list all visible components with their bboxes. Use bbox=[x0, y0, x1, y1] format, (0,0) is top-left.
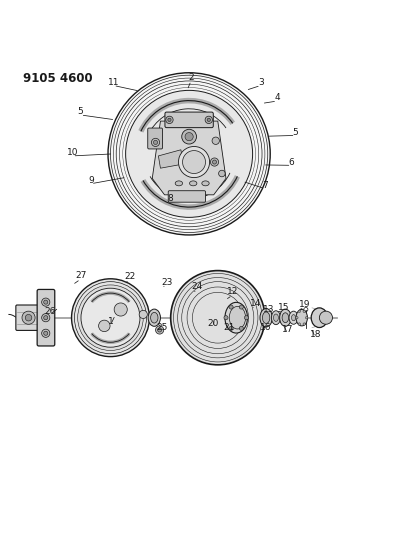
Circle shape bbox=[298, 323, 300, 325]
Circle shape bbox=[182, 151, 206, 174]
Circle shape bbox=[42, 329, 50, 337]
Circle shape bbox=[81, 288, 140, 347]
Circle shape bbox=[42, 313, 50, 322]
Circle shape bbox=[212, 137, 219, 144]
Ellipse shape bbox=[296, 310, 307, 326]
Text: 6: 6 bbox=[289, 158, 294, 166]
Text: 3: 3 bbox=[258, 78, 264, 87]
Ellipse shape bbox=[260, 309, 272, 327]
Circle shape bbox=[155, 326, 164, 334]
Circle shape bbox=[108, 72, 270, 235]
Circle shape bbox=[212, 160, 217, 164]
Text: 27: 27 bbox=[75, 271, 86, 280]
Text: 21: 21 bbox=[224, 322, 235, 332]
Text: 23: 23 bbox=[161, 278, 172, 287]
Ellipse shape bbox=[311, 308, 328, 328]
Circle shape bbox=[99, 320, 110, 332]
Circle shape bbox=[229, 305, 233, 309]
Text: 16: 16 bbox=[261, 322, 272, 332]
Circle shape bbox=[178, 147, 210, 177]
Circle shape bbox=[151, 138, 159, 147]
Ellipse shape bbox=[271, 311, 280, 325]
Text: 14: 14 bbox=[250, 299, 261, 308]
Ellipse shape bbox=[148, 309, 160, 326]
Circle shape bbox=[114, 303, 127, 316]
Ellipse shape bbox=[202, 181, 209, 186]
Circle shape bbox=[245, 316, 249, 320]
Text: 4: 4 bbox=[275, 93, 280, 102]
Ellipse shape bbox=[282, 313, 289, 322]
Circle shape bbox=[224, 316, 228, 320]
Ellipse shape bbox=[273, 314, 278, 321]
Circle shape bbox=[153, 140, 157, 144]
Text: 15: 15 bbox=[277, 303, 289, 312]
FancyBboxPatch shape bbox=[168, 191, 206, 202]
Circle shape bbox=[296, 317, 298, 319]
Circle shape bbox=[25, 314, 32, 321]
Text: 7: 7 bbox=[262, 181, 268, 190]
Text: 26: 26 bbox=[44, 307, 55, 316]
Text: 13: 13 bbox=[263, 305, 275, 314]
Text: 20: 20 bbox=[207, 319, 219, 328]
Text: 5: 5 bbox=[293, 127, 298, 136]
Circle shape bbox=[219, 170, 225, 177]
Circle shape bbox=[319, 311, 332, 324]
Text: 9105 4600: 9105 4600 bbox=[23, 72, 93, 85]
Circle shape bbox=[72, 279, 149, 357]
Circle shape bbox=[78, 285, 143, 351]
Text: 5: 5 bbox=[78, 107, 83, 116]
Circle shape bbox=[126, 91, 253, 217]
Ellipse shape bbox=[289, 311, 298, 324]
Circle shape bbox=[166, 116, 173, 124]
Ellipse shape bbox=[175, 181, 182, 186]
Text: 10: 10 bbox=[67, 148, 78, 157]
Circle shape bbox=[305, 317, 308, 319]
Circle shape bbox=[42, 298, 50, 306]
FancyBboxPatch shape bbox=[165, 112, 213, 127]
Ellipse shape bbox=[150, 312, 158, 323]
Circle shape bbox=[44, 316, 48, 320]
Circle shape bbox=[205, 116, 212, 124]
Ellipse shape bbox=[263, 312, 270, 324]
Circle shape bbox=[22, 311, 35, 324]
FancyBboxPatch shape bbox=[37, 289, 55, 346]
Text: 19: 19 bbox=[299, 300, 310, 309]
Circle shape bbox=[229, 326, 233, 330]
Text: 22: 22 bbox=[124, 272, 135, 281]
Ellipse shape bbox=[225, 302, 247, 333]
Circle shape bbox=[44, 331, 48, 335]
Text: 2: 2 bbox=[188, 73, 194, 82]
Text: 25: 25 bbox=[157, 322, 168, 332]
Circle shape bbox=[210, 158, 219, 166]
Ellipse shape bbox=[229, 306, 246, 329]
Polygon shape bbox=[152, 121, 226, 195]
Text: 12: 12 bbox=[227, 287, 238, 296]
Circle shape bbox=[239, 326, 243, 330]
Circle shape bbox=[207, 118, 210, 122]
Circle shape bbox=[185, 133, 193, 141]
Text: 11: 11 bbox=[108, 78, 119, 87]
Circle shape bbox=[182, 130, 196, 144]
Text: 9: 9 bbox=[88, 176, 94, 185]
Circle shape bbox=[168, 118, 171, 122]
Text: 18: 18 bbox=[309, 329, 321, 338]
Circle shape bbox=[139, 310, 147, 319]
Ellipse shape bbox=[279, 309, 291, 326]
Circle shape bbox=[298, 310, 300, 312]
Polygon shape bbox=[158, 150, 183, 168]
FancyBboxPatch shape bbox=[148, 128, 162, 149]
Circle shape bbox=[239, 305, 243, 309]
Circle shape bbox=[303, 310, 305, 312]
Text: 24: 24 bbox=[192, 281, 203, 290]
Circle shape bbox=[303, 323, 305, 325]
Circle shape bbox=[157, 328, 162, 332]
Circle shape bbox=[44, 300, 48, 304]
Text: 8: 8 bbox=[168, 195, 173, 204]
Text: 17: 17 bbox=[282, 326, 293, 335]
Text: 1: 1 bbox=[108, 317, 113, 326]
FancyBboxPatch shape bbox=[16, 305, 53, 330]
Ellipse shape bbox=[189, 181, 197, 186]
Circle shape bbox=[171, 271, 265, 365]
Ellipse shape bbox=[291, 314, 296, 321]
